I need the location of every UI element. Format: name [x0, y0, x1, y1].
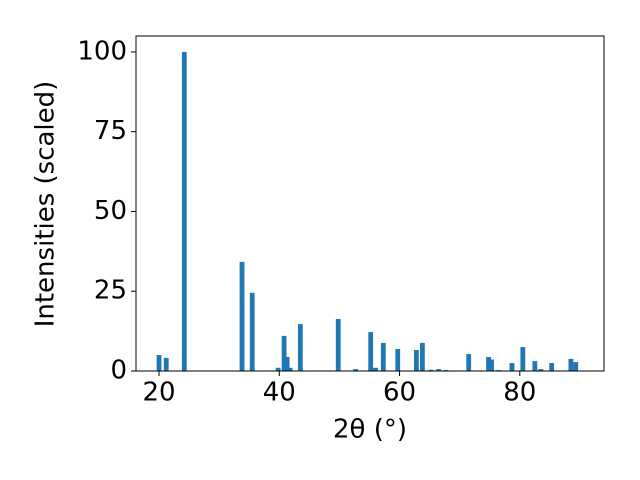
bar [335, 318, 341, 371]
bar [281, 335, 287, 371]
bar [520, 347, 526, 371]
x-axis-label: 2θ (°) [333, 415, 407, 445]
y-tick-label: 25 [94, 276, 127, 306]
bar [163, 357, 169, 371]
y-tick-label: 50 [94, 196, 127, 226]
bar [419, 342, 425, 371]
bar [284, 356, 290, 371]
bar [395, 348, 401, 371]
bar [532, 361, 538, 371]
x-tick-label: 80 [503, 378, 536, 408]
bar [568, 358, 574, 371]
y-tick-label: 0 [110, 356, 127, 386]
bar [239, 261, 245, 371]
bar [275, 367, 281, 371]
bar [373, 367, 378, 371]
bar [466, 354, 472, 371]
bar [413, 349, 419, 371]
x-tick-label: 60 [383, 378, 416, 408]
bar [297, 324, 303, 371]
bar [353, 369, 359, 371]
bar [156, 355, 162, 371]
bar [181, 51, 187, 371]
plot-frame [135, 35, 605, 372]
bar [489, 359, 494, 371]
y-tick-label: 100 [77, 36, 127, 66]
x-tick-label: 20 [142, 378, 175, 408]
x-tick-label: 40 [263, 378, 296, 408]
bar [538, 369, 544, 371]
bar [549, 363, 555, 371]
bar [368, 332, 374, 371]
bar [380, 342, 386, 371]
bar [436, 369, 442, 371]
bar [509, 363, 515, 371]
bar [428, 369, 434, 371]
y-tick-label: 75 [94, 116, 127, 146]
bar [287, 367, 293, 371]
bar [573, 362, 579, 371]
bar [249, 292, 255, 371]
y-axis-label: Intensities (scaled) [31, 81, 61, 328]
bar [486, 356, 491, 371]
